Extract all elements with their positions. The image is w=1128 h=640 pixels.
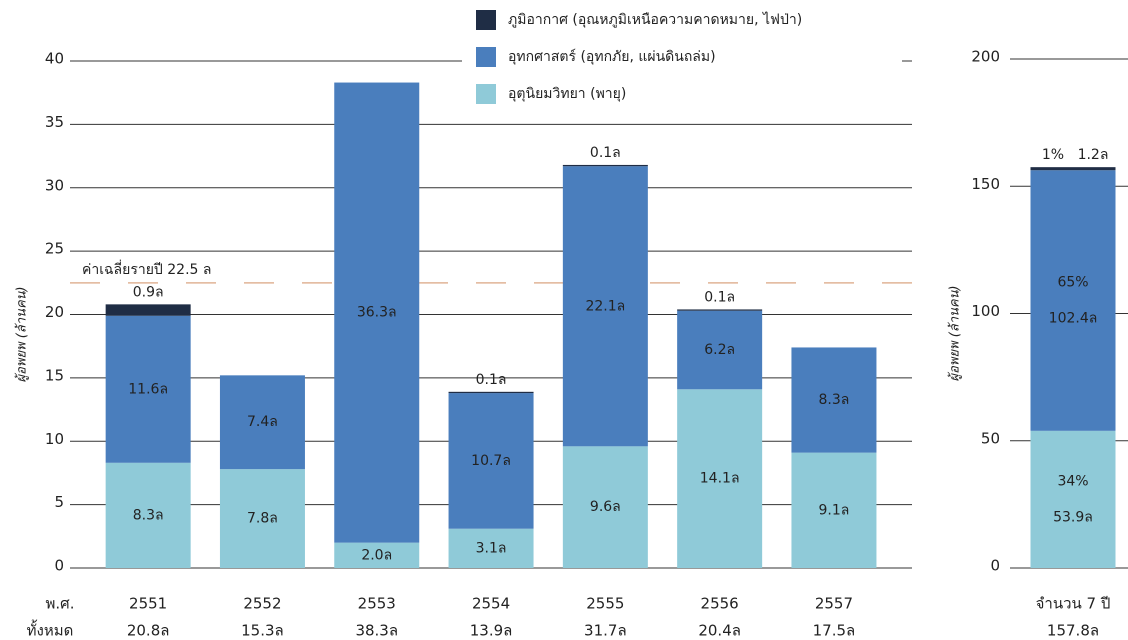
total-label: 157.8ล	[1047, 622, 1099, 640]
row-label: ทั้งหมด	[27, 620, 74, 640]
bar-segment	[334, 82, 420, 543]
legend-swatch	[476, 10, 496, 30]
bar-segment	[1030, 167, 1116, 171]
bar-segment	[562, 164, 648, 167]
total-label: 38.3ล	[355, 622, 398, 640]
row-label: พ.ศ.	[46, 595, 75, 613]
value-label: 0.1ล	[476, 372, 507, 388]
y-tick-label: 5	[54, 493, 64, 511]
y-tick-label: 15	[45, 366, 64, 384]
percent-label: 1%	[1042, 147, 1064, 163]
bar-segment	[677, 310, 763, 390]
bar-segment	[562, 446, 648, 568]
value-label: 36.3ล	[357, 305, 397, 321]
bar-segment	[219, 375, 305, 470]
bar-segment	[105, 304, 191, 316]
bar-segment	[448, 528, 534, 568]
x-tick-label: 2553	[358, 595, 396, 613]
bar-segment	[791, 347, 877, 453]
value-label: 102.4ล	[1049, 311, 1098, 327]
bar-segment	[1030, 170, 1116, 431]
value-label: 11.6ล	[128, 381, 168, 397]
x-tick-label: จำนวน 7 ปี	[1036, 595, 1111, 613]
total-label: 31.7ล	[584, 622, 627, 640]
value-label: 9.1ล	[819, 502, 850, 518]
bar-segment	[448, 391, 534, 394]
bar-segment	[1030, 430, 1116, 568]
total-label: 13.9ล	[470, 622, 513, 640]
y-axis-label: ผู้อพยพ (ล้านคน)	[948, 285, 963, 381]
value-label: 53.9ล	[1053, 509, 1093, 525]
x-tick-label: 2556	[701, 595, 739, 613]
value-label: 14.1ล	[700, 471, 740, 487]
y-tick-label: 100	[971, 302, 1000, 320]
bar-segment	[334, 542, 420, 568]
bar-segment	[562, 166, 648, 447]
bar-segment	[105, 462, 191, 568]
x-tick-label: 2555	[586, 595, 624, 613]
y-tick-label: 25	[45, 240, 64, 258]
bar-segment	[219, 469, 305, 568]
bar-segment	[677, 389, 763, 568]
percent-label: 65%	[1057, 275, 1088, 291]
value-label: 1.2ล	[1078, 147, 1109, 163]
legend-swatch	[476, 84, 496, 104]
legend-label: อุทกศาสตร์ (อุทกภัย, แผ่นดินถล่ม)	[508, 48, 716, 65]
value-label: 6.2ล	[704, 342, 735, 358]
y-tick-label: 50	[981, 429, 1000, 447]
value-label: 8.3ล	[819, 392, 850, 408]
bar-segment	[105, 315, 191, 463]
y-tick-label: 10	[45, 430, 64, 448]
percent-label: 34%	[1057, 473, 1088, 489]
legend-bg	[462, 0, 902, 112]
y-axis-label: ผู้อพยพ (ล้านคน)	[15, 286, 30, 382]
y-tick-label: 150	[971, 175, 1000, 193]
value-label: 10.7ล	[471, 453, 511, 469]
y-tick-label: 20	[45, 303, 64, 321]
x-tick-label: 2557	[815, 595, 853, 613]
legend-swatch	[476, 47, 496, 67]
value-label: 0.1ล	[590, 145, 621, 161]
y-tick-label: 0	[990, 557, 1000, 575]
total-label: 15.3ล	[241, 622, 284, 640]
value-label: 2.0ล	[361, 547, 392, 563]
average-label-bg	[76, 258, 266, 279]
y-tick-label: 40	[45, 50, 64, 68]
y-tick-label: 0	[54, 557, 64, 575]
value-label: 8.3ล	[133, 507, 164, 523]
bar-segment	[791, 452, 877, 568]
value-label: 9.6ล	[590, 499, 621, 515]
value-label: 7.8ล	[247, 511, 278, 527]
y-tick-label: 200	[971, 48, 1000, 66]
x-tick-label: 2551	[129, 595, 167, 613]
y-tick-label: 35	[45, 113, 64, 131]
legend-label: ภูมิอากาศ (อุณหภูมิเหนือความคาดหมาย, ไฟป…	[508, 11, 802, 28]
total-label: 17.5ล	[813, 622, 856, 640]
value-label: 3.1ล	[476, 540, 507, 556]
value-label: 7.4ล	[247, 414, 278, 430]
legend-label: อุตุนิยมวิทยา (พายุ)	[508, 86, 626, 102]
value-label: 0.1ล	[704, 289, 735, 305]
y-tick-label: 30	[45, 176, 64, 194]
average-label: ค่าเฉลี่ยรายปี 22.5 ล	[82, 260, 211, 278]
value-label: 22.1ล	[585, 298, 625, 314]
x-tick-label: 2554	[472, 595, 510, 613]
total-label: 20.4ล	[698, 622, 741, 640]
total-label: 20.8ล	[127, 622, 170, 640]
value-label: 0.9ล	[133, 284, 164, 300]
bar-segment	[448, 393, 534, 529]
x-tick-label: 2552	[243, 595, 281, 613]
bar-segment	[677, 309, 763, 311]
